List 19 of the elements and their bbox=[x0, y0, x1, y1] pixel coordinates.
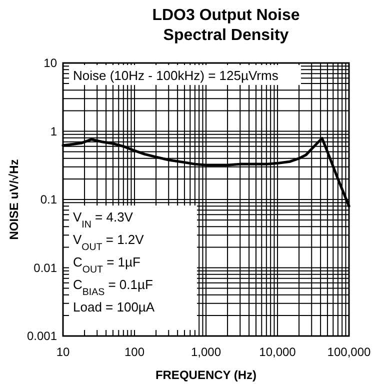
y-tick-label: 0.1 bbox=[40, 192, 58, 206]
x-tick-label: 1,000 bbox=[190, 345, 222, 359]
y-axis-title: NOISE uV/√Hz bbox=[7, 159, 21, 240]
y-tick-label: 0.01 bbox=[34, 260, 58, 275]
chart-title: LDO3 Output Noise Spectral Density bbox=[152, 7, 300, 44]
y-tick-label: 1 bbox=[50, 124, 58, 138]
y-tick-label: 0.001 bbox=[26, 329, 58, 343]
x-tick-label: 10 bbox=[56, 345, 70, 359]
annotation: V$_{IN}$ = 4.3V bbox=[73, 210, 134, 230]
annotation: C$_{OUT}$ = 1µF bbox=[73, 254, 141, 275]
annotation: Noise (10Hz - 100kHz) = 125µVrms bbox=[73, 68, 279, 83]
x-tick-label: 10,000 bbox=[259, 345, 296, 359]
annotation: V$_{OUT}$ = 1.2V bbox=[73, 232, 144, 252]
y-tick-label: 10 bbox=[44, 56, 58, 70]
annotation: C$_{BIAS}$ = 0.1µF bbox=[73, 277, 153, 298]
annotation: Load = 100µA bbox=[73, 300, 155, 314]
x-axis-title: FREQUENCY (Hz) bbox=[155, 368, 257, 382]
x-tick-label: 100,000 bbox=[327, 345, 372, 359]
x-tick-label: 100 bbox=[124, 345, 145, 359]
